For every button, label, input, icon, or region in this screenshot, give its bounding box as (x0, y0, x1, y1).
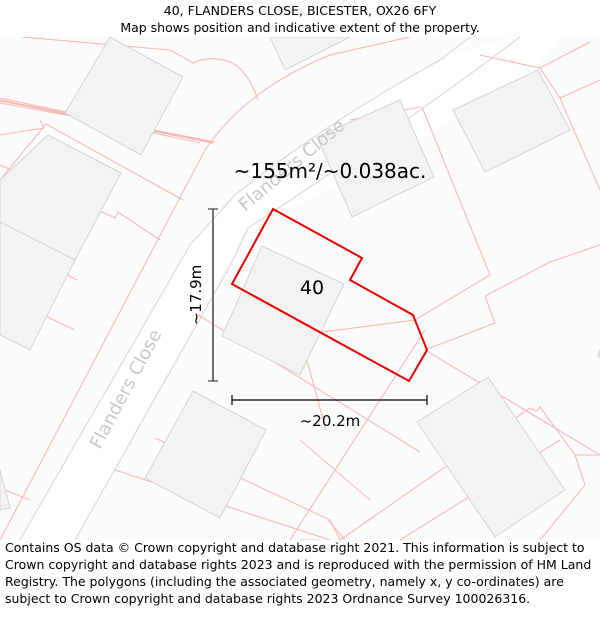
area-label: ~155m²/~0.038ac. (234, 159, 427, 183)
vertical-dimension-label: ~17.9m (187, 265, 205, 326)
building (0, 221, 76, 351)
building (221, 245, 345, 376)
vertical-dimension: ~17.9m (187, 208, 218, 382)
property-address-title: 40, FLANDERS CLOSE, BICESTER, OX26 6FY (163, 3, 437, 18)
horizontal-dimension-label: ~20.2m (300, 412, 361, 430)
map-canvas: Flanders Close Flanders Close 40 ~155m²/… (0, 37, 600, 540)
map-subtitle: Map shows position and indicative extent… (120, 20, 480, 35)
buildings (0, 37, 600, 538)
building (64, 37, 184, 156)
map-header: 40, FLANDERS CLOSE, BICESTER, OX26 6FY M… (0, 0, 600, 37)
building (452, 69, 571, 173)
copyright-text: Contains OS data © Crown copyright and d… (5, 540, 592, 606)
building (0, 469, 11, 511)
copyright-notice: Contains OS data © Crown copyright and d… (5, 539, 597, 607)
property-number-label: 40 (300, 277, 324, 299)
building (269, 37, 351, 71)
horizontal-dimension: ~20.2m (231, 395, 428, 430)
building (316, 99, 435, 218)
building (144, 390, 267, 519)
property-map[interactable]: Flanders Close Flanders Close 40 ~155m²/… (0, 37, 600, 540)
building (416, 376, 566, 538)
property-boundary[interactable] (230, 207, 429, 383)
